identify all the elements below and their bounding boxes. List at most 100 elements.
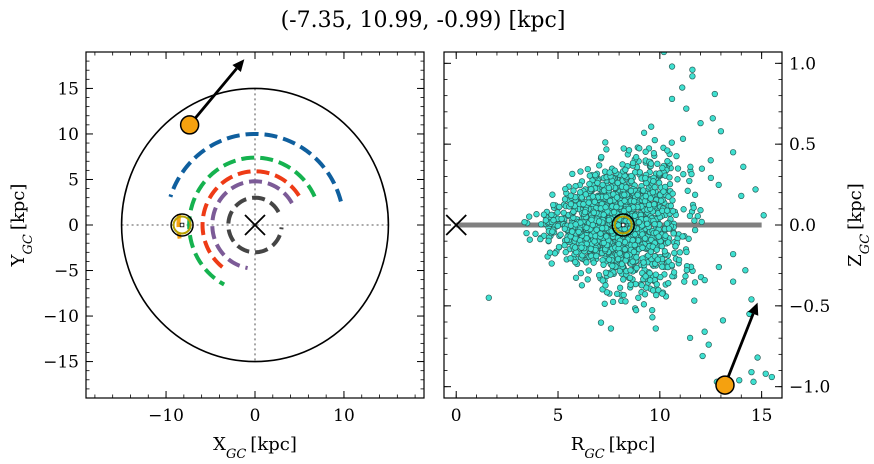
star-point-1390	[642, 193, 649, 200]
star-point-1522	[557, 231, 564, 238]
star-point-1295	[629, 258, 636, 265]
star-point-1532	[672, 243, 679, 250]
star-point-1108	[567, 200, 575, 208]
star-outlier-10	[717, 128, 725, 135]
star-point-1398	[669, 197, 676, 204]
left-velocity-arrow-head	[232, 59, 245, 73]
star-point-1536	[655, 233, 662, 240]
star-point-537	[715, 181, 722, 189]
star-point-1432	[627, 187, 635, 195]
star-point-705	[691, 217, 698, 224]
star-point-1517	[635, 219, 643, 226]
left-plot-area	[120, 87, 390, 363]
star-point-1567	[575, 228, 582, 236]
sun-outer-ring	[170, 213, 194, 237]
star-point-980	[521, 218, 528, 226]
star-point-1001	[601, 300, 608, 307]
star-point-1099	[549, 228, 556, 235]
star-point-1488	[633, 154, 640, 161]
star-point-1096	[560, 209, 567, 216]
right-y-axis-label: ZGC[kpc]	[845, 183, 873, 266]
star-point-968	[664, 158, 671, 165]
star-point-1281	[622, 298, 629, 305]
star-outlier-12	[740, 163, 747, 170]
star-point-1529	[589, 193, 597, 200]
star-point-1194	[686, 212, 694, 220]
star-outlier-16	[762, 370, 769, 377]
star-point-1476	[597, 230, 604, 237]
star-point-1518	[598, 153, 605, 161]
star-point-921	[668, 139, 675, 146]
star-point-1068	[526, 236, 533, 243]
star-point-184	[549, 191, 556, 198]
star-outlier-0	[485, 294, 492, 301]
star-point-1514	[613, 194, 621, 201]
right-velocity-arrow-shaft	[723, 313, 755, 386]
star-point-1566	[605, 216, 613, 224]
star-point-1259	[691, 226, 699, 234]
star-point-1591	[650, 201, 658, 208]
star-point-1428	[631, 212, 639, 219]
star-point-781	[649, 287, 657, 294]
star-outlier-17	[748, 368, 755, 376]
star-point-1543	[627, 281, 634, 288]
star-outlier-32	[729, 250, 737, 258]
star-point-1470	[593, 226, 600, 233]
star-point-1280	[688, 170, 695, 178]
star-point-417	[532, 230, 539, 237]
star-outlier-2	[652, 325, 659, 332]
star-outlier-34	[681, 278, 688, 285]
star-point-1397	[614, 255, 622, 263]
star-point-1555	[606, 169, 613, 176]
left-x-axis-label: XGC [kpc]	[213, 434, 297, 462]
star-point-1530	[587, 186, 595, 193]
star-point-1030	[561, 196, 569, 203]
star-point-947	[595, 272, 603, 279]
star-point-1020	[670, 269, 678, 276]
star-point-1417	[578, 282, 586, 289]
x-tick-label-0: −10	[148, 406, 184, 426]
star-point-570	[679, 135, 687, 142]
star-point-1261	[667, 202, 674, 209]
star-point-871	[550, 201, 557, 209]
star-point-1155	[628, 172, 635, 180]
star-outlier-15	[754, 354, 761, 361]
x-tick-label-1: 5	[553, 406, 564, 426]
star-point-766	[690, 204, 697, 211]
y-tick-label-right-4: 1.0	[789, 54, 816, 74]
y-tick-label-4: 5	[68, 170, 79, 190]
star-point-950	[567, 255, 574, 262]
star-point-967	[620, 276, 627, 283]
sun-outer-ring-right	[611, 213, 635, 237]
star-point-1320	[603, 146, 610, 153]
star-point-1387	[550, 217, 557, 224]
star-point-1456	[600, 239, 607, 247]
star-point-1446	[653, 281, 660, 288]
star-point-1497	[561, 225, 568, 232]
star-point-640	[683, 248, 690, 256]
y-tick-label-right-3: 0.5	[789, 135, 816, 155]
star-point-941	[609, 262, 616, 270]
star-point-1589	[629, 237, 636, 244]
orbit-arc-4	[226, 195, 284, 255]
star-point-1560	[644, 220, 651, 227]
star-point-1354	[599, 277, 606, 284]
star-point-521	[597, 319, 605, 326]
star-point-1506	[616, 250, 623, 257]
object-marker-left	[179, 115, 200, 135]
star-point-1573	[666, 174, 673, 181]
star-point-703	[562, 249, 569, 256]
star-point-774	[671, 249, 678, 257]
orbit-arc-2	[200, 169, 301, 273]
star-point-1565	[621, 197, 628, 204]
sun-center	[179, 222, 185, 228]
x-tick-label-1: 0	[250, 406, 261, 426]
right-panel-rz: 0 5 10 15 −1.0 −0.5 0.0 0.5 1.0 RGC [kpc] ZGC[kpc…	[443, 51, 873, 462]
star-point-284	[603, 289, 611, 296]
star-point-603	[638, 282, 645, 289]
star-point-1095	[561, 242, 568, 249]
star-outlier-19	[705, 341, 712, 348]
right-x-axis-label: RGC [kpc]	[571, 434, 655, 462]
x-tick-label-3: 15	[751, 406, 773, 426]
star-point-1369	[577, 270, 585, 277]
